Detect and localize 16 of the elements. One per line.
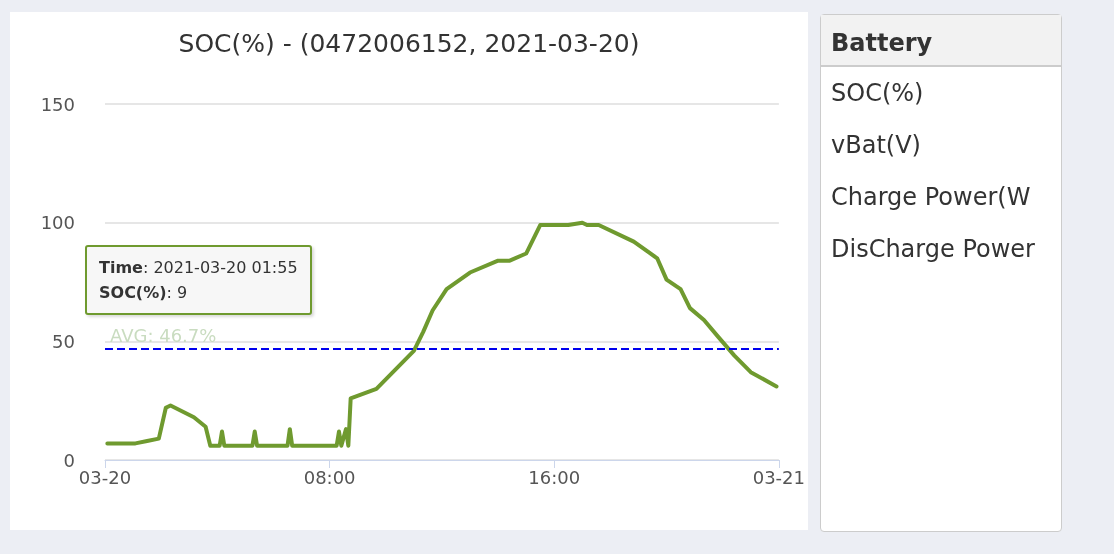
- x-tick-label: 03-20: [78, 466, 132, 488]
- chart-title: SOC(%) - (0472006152, 2021-03-20): [178, 29, 640, 58]
- y-tick-label: 150: [40, 93, 75, 115]
- text: DisCharge Power: [830, 234, 1036, 265]
- y-tick-label: 50: [52, 330, 75, 352]
- ref-line-label: AVG: 46.7%: [110, 324, 217, 346]
- text: Charge Power(W: [830, 182, 1032, 213]
- annotation: Time: 2021-03-20 01:55 SOC(%): 9: [99, 257, 298, 304]
- y-tick-label: 100: [40, 212, 75, 234]
- x-tick-label: 16:00: [528, 466, 581, 488]
- text: SOC(%): [830, 78, 925, 109]
- text: vBat(V): [830, 130, 922, 161]
- x-tick-label: 08:00: [303, 466, 356, 488]
- text: Battery: [821, 15, 1061, 67]
- x-tick-label: 03-21: [752, 466, 805, 488]
- y-tick-label: 0: [63, 449, 75, 471]
